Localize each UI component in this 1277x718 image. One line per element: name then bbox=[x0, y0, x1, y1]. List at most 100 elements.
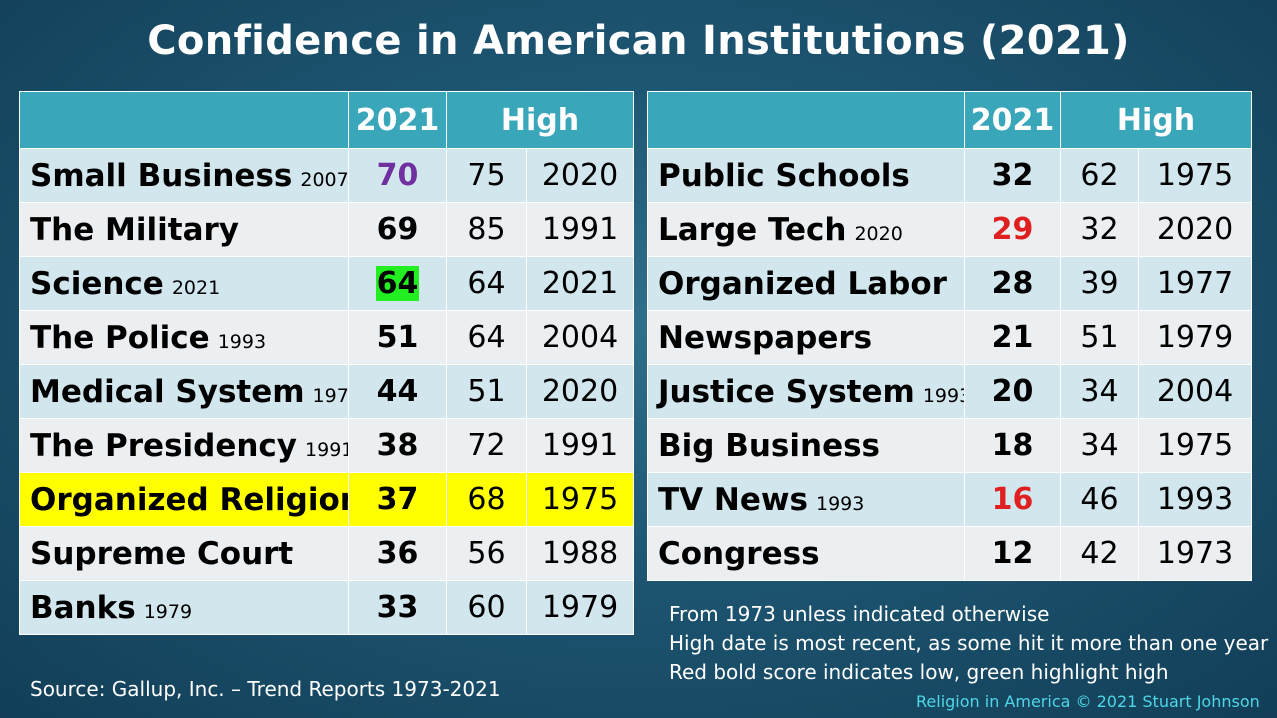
high-value: 72 bbox=[446, 418, 527, 473]
header-high: High bbox=[1059, 91, 1253, 149]
score-cell: 70 bbox=[348, 148, 447, 203]
score-cell: 18 bbox=[964, 418, 1061, 473]
since-year: 1993 bbox=[922, 384, 964, 407]
high-value: 51 bbox=[1060, 310, 1139, 365]
table-header-row: 2021 High bbox=[647, 91, 1253, 149]
header-2021: 2021 bbox=[964, 91, 1061, 149]
score-cell: 28 bbox=[964, 256, 1061, 311]
since-year: 2007 bbox=[300, 168, 349, 191]
table-row: Science 2021 64 64 2021 bbox=[19, 256, 635, 311]
table-row: TV News 1993 16 46 1993 bbox=[647, 472, 1253, 527]
institution-name: Organized Religion bbox=[30, 481, 349, 518]
institution-name: Congress bbox=[658, 535, 820, 572]
score-value: 32 bbox=[991, 158, 1034, 193]
score-value: 38 bbox=[376, 428, 419, 463]
institution-cell: Medical System 1975 bbox=[19, 364, 349, 419]
institution-cell: Science 2021 bbox=[19, 256, 349, 311]
institution-name: Newspapers bbox=[658, 319, 873, 356]
high-year: 1991 bbox=[525, 202, 635, 257]
institution-name: Big Business bbox=[658, 427, 881, 464]
institution-cell: The Presidency 1991 bbox=[19, 418, 349, 473]
score-value: 18 bbox=[991, 428, 1034, 463]
since-year: 2021 bbox=[171, 276, 221, 299]
score-cell: 64 bbox=[348, 256, 447, 311]
high-value: 64 bbox=[446, 256, 527, 311]
institution-name: Science bbox=[30, 265, 164, 302]
institution-name: Medical System bbox=[30, 373, 305, 410]
institution-cell: Justice System 1993 bbox=[647, 364, 965, 419]
institution-cell: TV News 1993 bbox=[647, 472, 965, 527]
score-cell: 21 bbox=[964, 310, 1061, 365]
score-value: 36 bbox=[376, 536, 419, 571]
institution-name: Organized Labor bbox=[658, 265, 947, 302]
institution-cell: Banks 1979 bbox=[19, 580, 349, 635]
score-value: 12 bbox=[991, 536, 1034, 571]
score-cell: 20 bbox=[964, 364, 1061, 419]
score-cell: 29 bbox=[964, 202, 1061, 257]
score-cell: 36 bbox=[348, 526, 447, 581]
institution-cell: Public Schools bbox=[647, 148, 965, 203]
high-value: 68 bbox=[446, 472, 527, 527]
high-value: 34 bbox=[1060, 364, 1139, 419]
high-year: 1991 bbox=[525, 418, 635, 473]
score-value: 51 bbox=[376, 320, 419, 355]
since-year: 1993 bbox=[217, 330, 267, 353]
footnote: Red bold score indicates low, green high… bbox=[669, 660, 1169, 684]
institution-name: Public Schools bbox=[658, 157, 910, 194]
footnote: High date is most recent, as some hit it… bbox=[669, 631, 1269, 655]
institution-name: Large Tech bbox=[658, 211, 847, 248]
high-value: 75 bbox=[446, 148, 527, 203]
institution-cell: Congress bbox=[647, 526, 965, 581]
since-year: 1993 bbox=[816, 492, 865, 515]
score-value: 21 bbox=[991, 320, 1034, 355]
institution-cell: Newspapers bbox=[647, 310, 965, 365]
institution-name: The Military bbox=[30, 211, 239, 248]
header-2021: 2021 bbox=[348, 91, 447, 149]
table-header-row: 2021 High bbox=[19, 91, 635, 149]
header-institution bbox=[19, 91, 349, 149]
score-cell: 38 bbox=[348, 418, 447, 473]
table-row: Banks 1979 33 60 1979 bbox=[19, 580, 635, 635]
high-year: 2020 bbox=[1137, 202, 1253, 257]
right-table: 2021 High Public Schools 32 62 1975 Large Te… bbox=[647, 91, 1253, 581]
score-cell: 12 bbox=[964, 526, 1061, 581]
table-row: Congress 12 42 1973 bbox=[647, 526, 1253, 581]
score-cell: 44 bbox=[348, 364, 447, 419]
score-value: 20 bbox=[991, 374, 1034, 409]
score-cell: 51 bbox=[348, 310, 447, 365]
score-value: 16 bbox=[991, 482, 1034, 517]
score-value: 29 bbox=[991, 212, 1034, 247]
high-year: 2004 bbox=[525, 310, 635, 365]
high-value: 42 bbox=[1060, 526, 1139, 581]
high-value: 46 bbox=[1060, 472, 1139, 527]
institution-name: The Police bbox=[30, 319, 210, 356]
high-year: 1975 bbox=[1137, 418, 1253, 473]
high-value: 56 bbox=[446, 526, 527, 581]
table-row: Supreme Court 36 56 1988 bbox=[19, 526, 635, 581]
institution-name: TV News bbox=[658, 481, 808, 518]
high-value: 39 bbox=[1060, 256, 1139, 311]
institution-cell: Organized Labor bbox=[647, 256, 965, 311]
score-cell: 37 bbox=[348, 472, 447, 527]
since-year: 2020 bbox=[854, 222, 903, 245]
left-table: 2021 High Small Business 2007 70 75 2020 The … bbox=[19, 91, 635, 635]
table-row: The Presidency199138721991 bbox=[19, 418, 635, 473]
since-year: 1991 bbox=[305, 438, 347, 461]
high-year: 2004 bbox=[1137, 364, 1253, 419]
score-value: 64 bbox=[375, 266, 420, 301]
since-year: 1979 bbox=[143, 600, 193, 623]
high-value: 34 bbox=[1060, 418, 1139, 473]
institution-cell: Small Business 2007 bbox=[19, 148, 349, 203]
institution-cell: The Military bbox=[19, 202, 349, 257]
high-value: 64 bbox=[446, 310, 527, 365]
header-institution bbox=[647, 91, 965, 149]
score-cell: 16 bbox=[964, 472, 1061, 527]
institution-name: The Presidency bbox=[30, 427, 298, 464]
high-year: 1977 bbox=[1137, 256, 1253, 311]
high-year: 1993 bbox=[1137, 472, 1253, 527]
high-year: 1973 bbox=[1137, 526, 1253, 581]
institution-name: Small Business bbox=[30, 157, 293, 194]
since-year: 1975 bbox=[312, 384, 349, 407]
